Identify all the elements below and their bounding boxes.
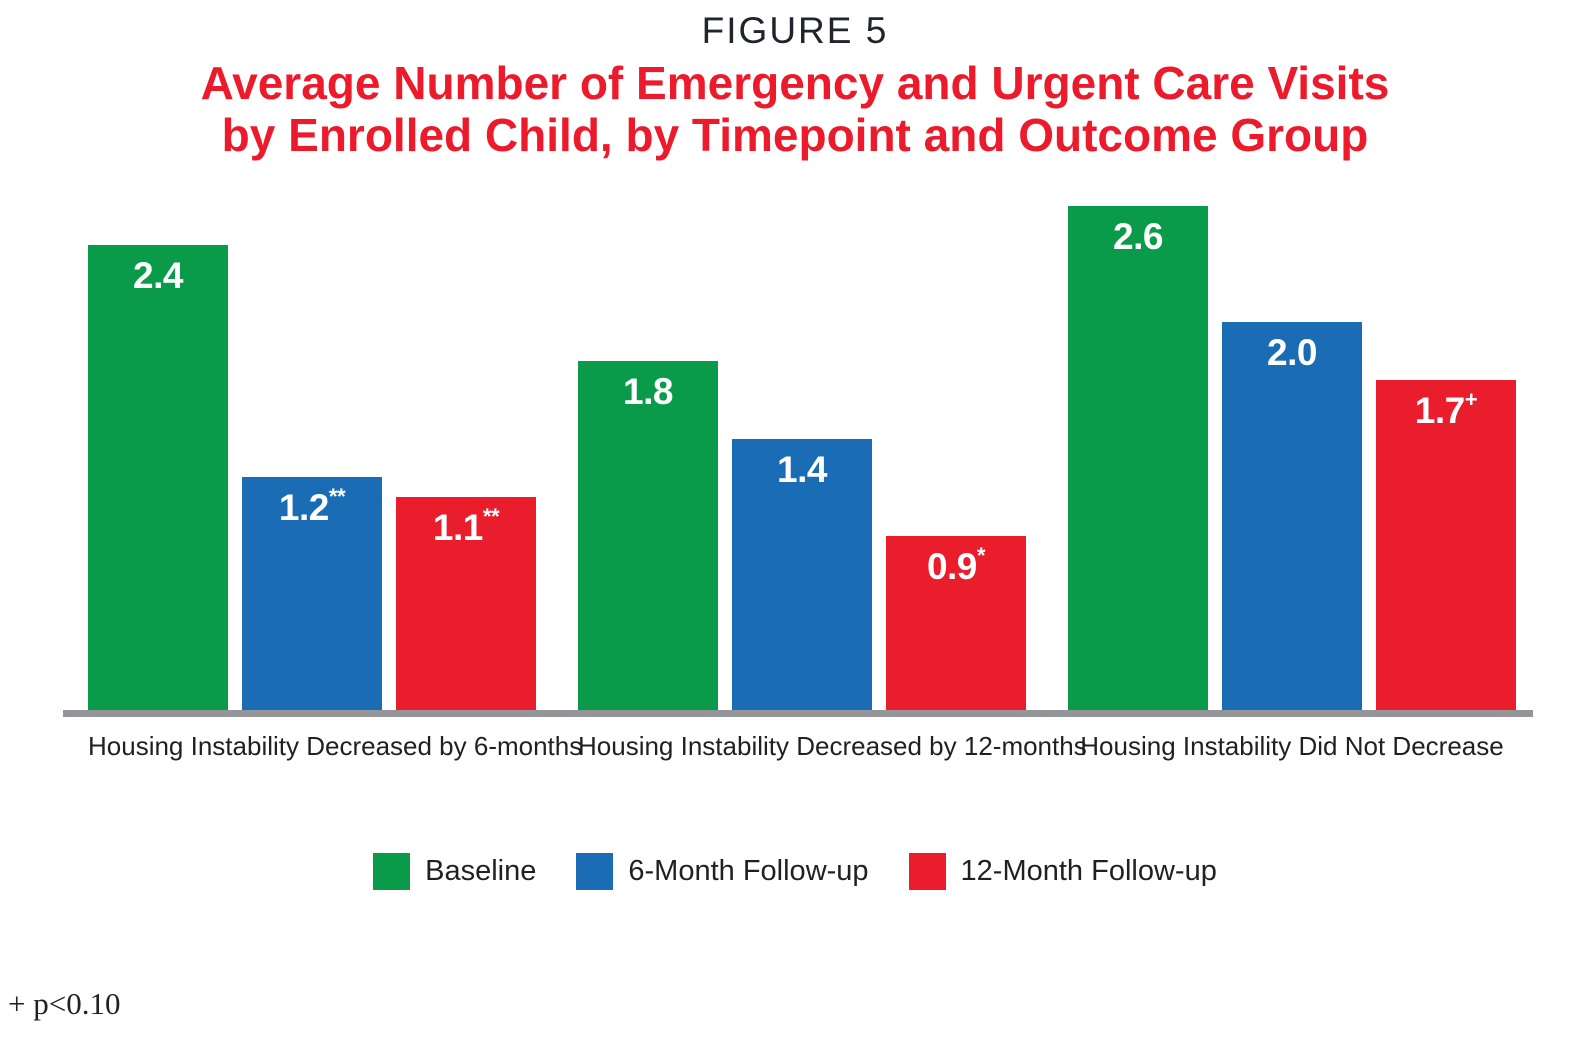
bar-value-label: 1.7+ <box>1414 387 1478 431</box>
legend-label-baseline: Baseline <box>425 855 537 887</box>
x-axis-category-label: Housing Instability Decreased by 6-month… <box>88 731 583 761</box>
figure-label: FIGURE 5 <box>701 10 889 51</box>
bar: 1.7+ <box>1376 380 1516 710</box>
baseline-swatch-icon <box>373 853 411 890</box>
bar: 1.1** <box>396 497 536 710</box>
bar-group: 1.8 1.4 0.9* <box>578 361 1026 710</box>
bar-value-label: 1.8 <box>623 371 673 412</box>
chart-title-line1: Average Number of Emergency and Urgent C… <box>200 57 1390 109</box>
bar-value-label: 2.0 <box>1267 332 1317 373</box>
bar: 1.2** <box>242 477 382 710</box>
category-labels: Housing Instability Decreased by 6-month… <box>63 731 1533 762</box>
bar-value-label: 0.9* <box>926 543 986 587</box>
bar: 0.9* <box>886 536 1026 710</box>
twelve-month-swatch-icon <box>908 853 946 890</box>
significance-marker: ** <box>328 484 346 510</box>
significance-marker: ** <box>482 504 500 530</box>
bar: 1.4 <box>732 439 872 710</box>
bar-value-label: 1.4 <box>777 449 827 490</box>
bar-group: 2.4 1.2** 1.1** <box>88 245 536 710</box>
legend-item-baseline: Baseline <box>373 853 536 890</box>
bar-value-label: 1.1** <box>432 504 500 548</box>
legend-label-12-month: 12-Month Follow-up <box>960 855 1217 887</box>
six-month-swatch-icon <box>576 853 614 890</box>
significance-marker: + <box>1464 387 1478 413</box>
legend-item-12-month: 12-Month Follow-up <box>908 853 1217 890</box>
x-axis-category-label: Housing Instability Decreased by 12-mont… <box>578 731 1087 761</box>
bar: 2.6 <box>1068 206 1208 710</box>
title-block: FIGURE 5 Average Number of Emergency and… <box>0 10 1590 161</box>
plot-area: 2.4 1.2** 1.1** 1.8 1.4 0.9* 2.6 2.0 1.7+ <box>63 206 1533 710</box>
bar-value-label: 2.4 <box>133 255 183 296</box>
bar: 1.8 <box>578 361 718 710</box>
chart-title: Average Number of Emergency and Urgent C… <box>0 57 1590 161</box>
x-axis-category-label: Housing Instability Did Not Decrease <box>1080 731 1504 761</box>
x-axis-line <box>63 710 1533 717</box>
legend-item-6-month: 6-Month Follow-up <box>576 853 869 890</box>
bar-value-label: 1.2** <box>278 484 346 528</box>
significance-marker: * <box>976 543 986 569</box>
chart-title-line2: by Enrolled Child, by Timepoint and Outc… <box>221 108 1369 161</box>
footnote-p010: + p<0.10 <box>8 986 121 1021</box>
legend-label-6-month: 6-Month Follow-up <box>628 855 869 887</box>
legend: Baseline 6-Month Follow-up 12-Month Foll… <box>0 853 1590 890</box>
bar-value-label: 2.6 <box>1113 216 1163 257</box>
bar: 2.4 <box>88 245 228 710</box>
bar-group: 2.6 2.0 1.7+ <box>1068 206 1516 710</box>
bar: 2.0 <box>1222 322 1362 710</box>
footnotes: + p<0.10 * p<0.05 ** p<0.01 ***p<0.001 c… <box>8 914 1578 1062</box>
